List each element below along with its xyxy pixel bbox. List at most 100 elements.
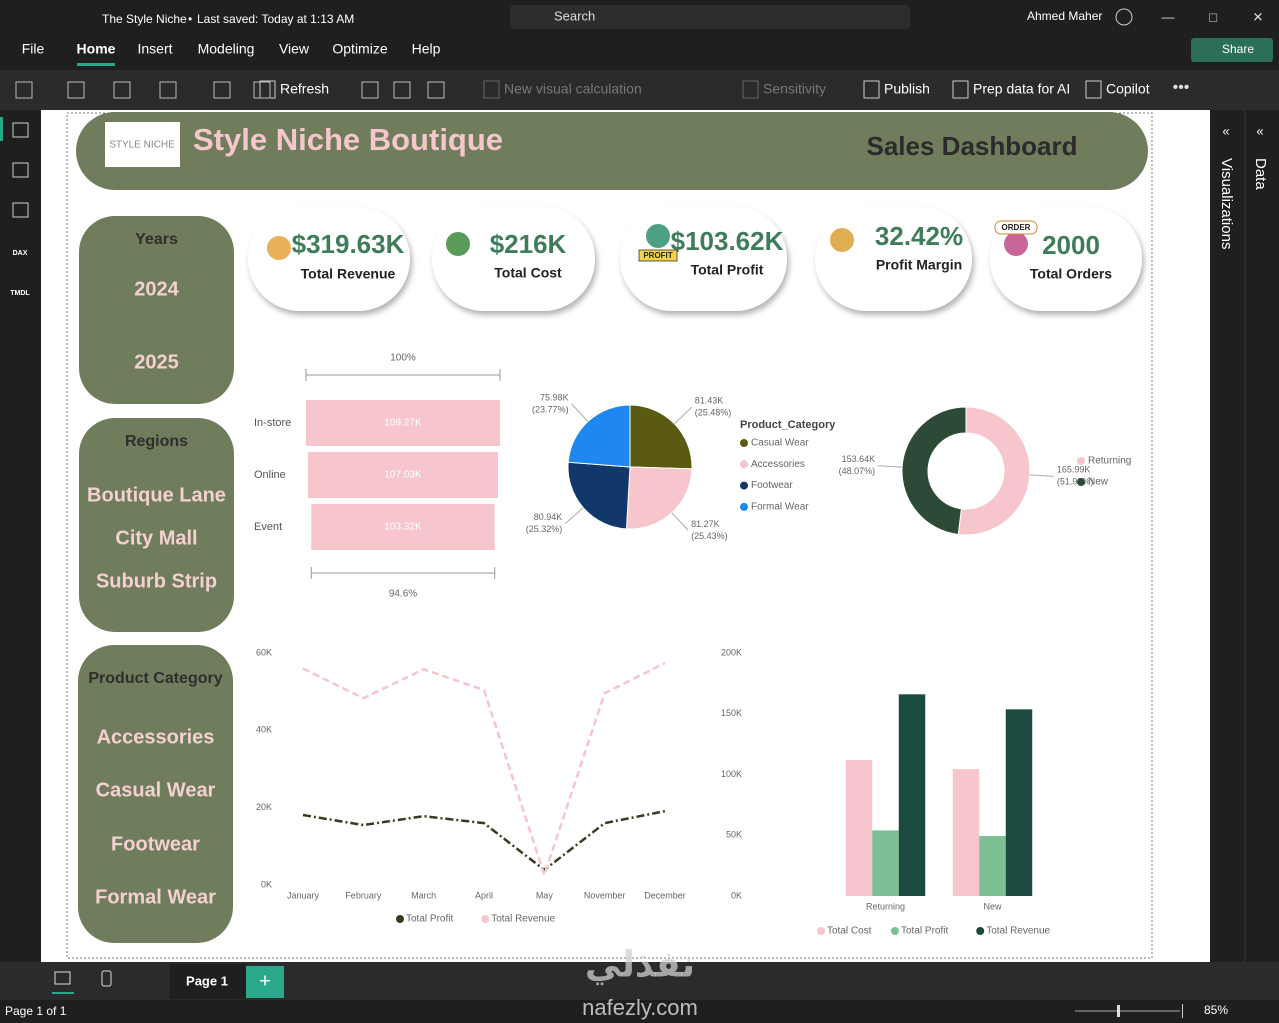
rail-active bbox=[0, 117, 3, 141]
rail-label[interactable]: TMDL bbox=[10, 290, 30, 297]
bar[interactable] bbox=[845, 759, 873, 896]
window-control[interactable]: □ bbox=[1209, 9, 1217, 24]
menu-underline bbox=[77, 63, 115, 66]
slicer-item[interactable]: City Mall bbox=[115, 527, 197, 549]
pie-slice[interactable] bbox=[567, 404, 631, 468]
donut-slice[interactable] bbox=[901, 406, 967, 536]
slicer-item[interactable]: Casual Wear bbox=[96, 779, 216, 801]
zoom-thumb[interactable] bbox=[1117, 1005, 1120, 1017]
slice-percent-label: (25.43%) bbox=[691, 531, 728, 541]
view-icon[interactable] bbox=[54, 971, 71, 985]
search-box[interactable] bbox=[510, 5, 910, 29]
menu-item[interactable]: File bbox=[22, 41, 45, 57]
rail-icon[interactable] bbox=[12, 122, 29, 138]
legend-label[interactable]: Footwear bbox=[751, 480, 793, 491]
bar[interactable] bbox=[979, 835, 1006, 896]
toolbar-item[interactable]: Copilot bbox=[1106, 81, 1150, 97]
page-tab[interactable] bbox=[170, 964, 246, 999]
slicer-item[interactable]: Formal Wear bbox=[95, 886, 216, 908]
toolbar-item[interactable]: New visual calculation bbox=[504, 81, 642, 97]
toolbar-icon[interactable] bbox=[213, 81, 231, 99]
legend-label[interactable]: New bbox=[1088, 477, 1109, 488]
bar[interactable] bbox=[898, 694, 926, 896]
toolbar-item[interactable]: Refresh bbox=[280, 81, 329, 97]
legend-label[interactable]: Total Profit bbox=[406, 914, 453, 925]
slicer-item[interactable]: Accessories bbox=[97, 726, 215, 748]
legend-marker bbox=[740, 460, 748, 469]
pane-collapse[interactable]: « bbox=[1222, 123, 1229, 138]
pie-slice[interactable] bbox=[567, 461, 631, 530]
toolbar-item[interactable]: Sensitivity bbox=[763, 81, 826, 97]
funnel-bar[interactable] bbox=[306, 400, 500, 446]
window-control[interactable]: ✕ bbox=[1253, 9, 1264, 24]
view-underline bbox=[52, 992, 74, 994]
slice-percent-label: (25.32%) bbox=[526, 524, 563, 534]
toolbar-icon[interactable] bbox=[15, 81, 33, 99]
bar[interactable] bbox=[952, 769, 980, 896]
line-series[interactable] bbox=[302, 661, 666, 879]
pane-collapse[interactable]: « bbox=[1189, 123, 1196, 138]
rail-icon[interactable] bbox=[12, 202, 29, 218]
menu-item[interactable]: Help bbox=[412, 41, 441, 57]
pie-slice[interactable] bbox=[629, 404, 693, 470]
slicer-item[interactable]: 2025 bbox=[134, 351, 179, 373]
funnel-bar[interactable] bbox=[311, 504, 495, 550]
icon-label: PROFIT bbox=[643, 251, 672, 260]
kpi-label: Total Profit bbox=[691, 262, 764, 278]
share-button[interactable] bbox=[1191, 38, 1273, 62]
legend-label[interactable]: Total Revenue bbox=[491, 914, 555, 925]
toolbar-icon[interactable] bbox=[67, 81, 85, 99]
bar[interactable] bbox=[1005, 709, 1033, 896]
slicer-item[interactable]: Footwear bbox=[111, 833, 200, 855]
toolbar-icon[interactable] bbox=[159, 81, 177, 99]
menu-item[interactable]: View bbox=[279, 41, 310, 57]
bar[interactable] bbox=[872, 830, 899, 896]
slicer-item[interactable]: 2024 bbox=[134, 278, 179, 300]
toolbar-icon[interactable] bbox=[113, 81, 131, 99]
menu-item[interactable]: Optimize bbox=[332, 41, 387, 57]
legend-marker bbox=[1077, 478, 1085, 486]
legend-marker bbox=[976, 927, 985, 935]
toolbar-item[interactable]: Publish bbox=[884, 81, 930, 97]
legend-label[interactable]: Total Profit bbox=[901, 926, 948, 937]
legend-label[interactable]: Casual Wear bbox=[751, 438, 809, 449]
pane-collapse[interactable]: « bbox=[1256, 123, 1263, 138]
search[interactable]: Search bbox=[554, 8, 595, 23]
mobile-icon[interactable] bbox=[101, 970, 112, 987]
legend-label[interactable]: Accessories bbox=[751, 459, 805, 470]
slicer-item[interactable]: Boutique Lane bbox=[87, 484, 226, 506]
kpi-label: Total Cost bbox=[494, 265, 562, 281]
add-page[interactable] bbox=[246, 966, 284, 998]
menu-item[interactable]: Modeling bbox=[198, 41, 255, 57]
toolbar-icon[interactable] bbox=[427, 81, 445, 99]
toolbar-icon[interactable] bbox=[361, 81, 379, 99]
slicer-item[interactable]: Suburb Strip bbox=[96, 570, 217, 592]
funnel-value-label: 103.32K bbox=[384, 522, 422, 533]
kpi-card bbox=[248, 207, 410, 311]
pie-slice[interactable] bbox=[625, 466, 693, 530]
rail-icon[interactable] bbox=[12, 162, 29, 178]
line-series[interactable] bbox=[302, 809, 666, 872]
menu-item[interactable]: Insert bbox=[137, 41, 172, 57]
donut-slice[interactable] bbox=[957, 406, 1031, 536]
funnel-bar[interactable] bbox=[307, 452, 499, 498]
slice-percent-label: (51.93%) bbox=[1057, 477, 1094, 487]
page-tab-label[interactable]: Page 1 bbox=[186, 973, 228, 988]
pane-title[interactable]: Data bbox=[1252, 158, 1269, 190]
more-menu[interactable]: ••• bbox=[1173, 79, 1190, 96]
pane-title[interactable]: Visualizations bbox=[1218, 158, 1235, 249]
pane-title[interactable]: Filters bbox=[1185, 158, 1202, 199]
rail-label[interactable]: DAX bbox=[13, 250, 28, 257]
menu-item[interactable]: Home bbox=[77, 41, 116, 57]
share-label[interactable]: Share bbox=[1222, 42, 1254, 56]
toolbar-item[interactable]: Prep data for AI bbox=[973, 81, 1070, 97]
legend-label[interactable]: Returning bbox=[1088, 456, 1131, 467]
window-control[interactable]: — bbox=[1162, 9, 1175, 24]
toolbar-icon[interactable] bbox=[253, 81, 271, 99]
funnel-conversion: 94.6% bbox=[389, 589, 417, 600]
legend-label[interactable]: Total Revenue bbox=[986, 926, 1050, 937]
toolbar-icon[interactable] bbox=[393, 81, 411, 99]
legend-label[interactable]: Formal Wear bbox=[751, 502, 809, 513]
legend-label[interactable]: Total Cost bbox=[827, 926, 872, 937]
